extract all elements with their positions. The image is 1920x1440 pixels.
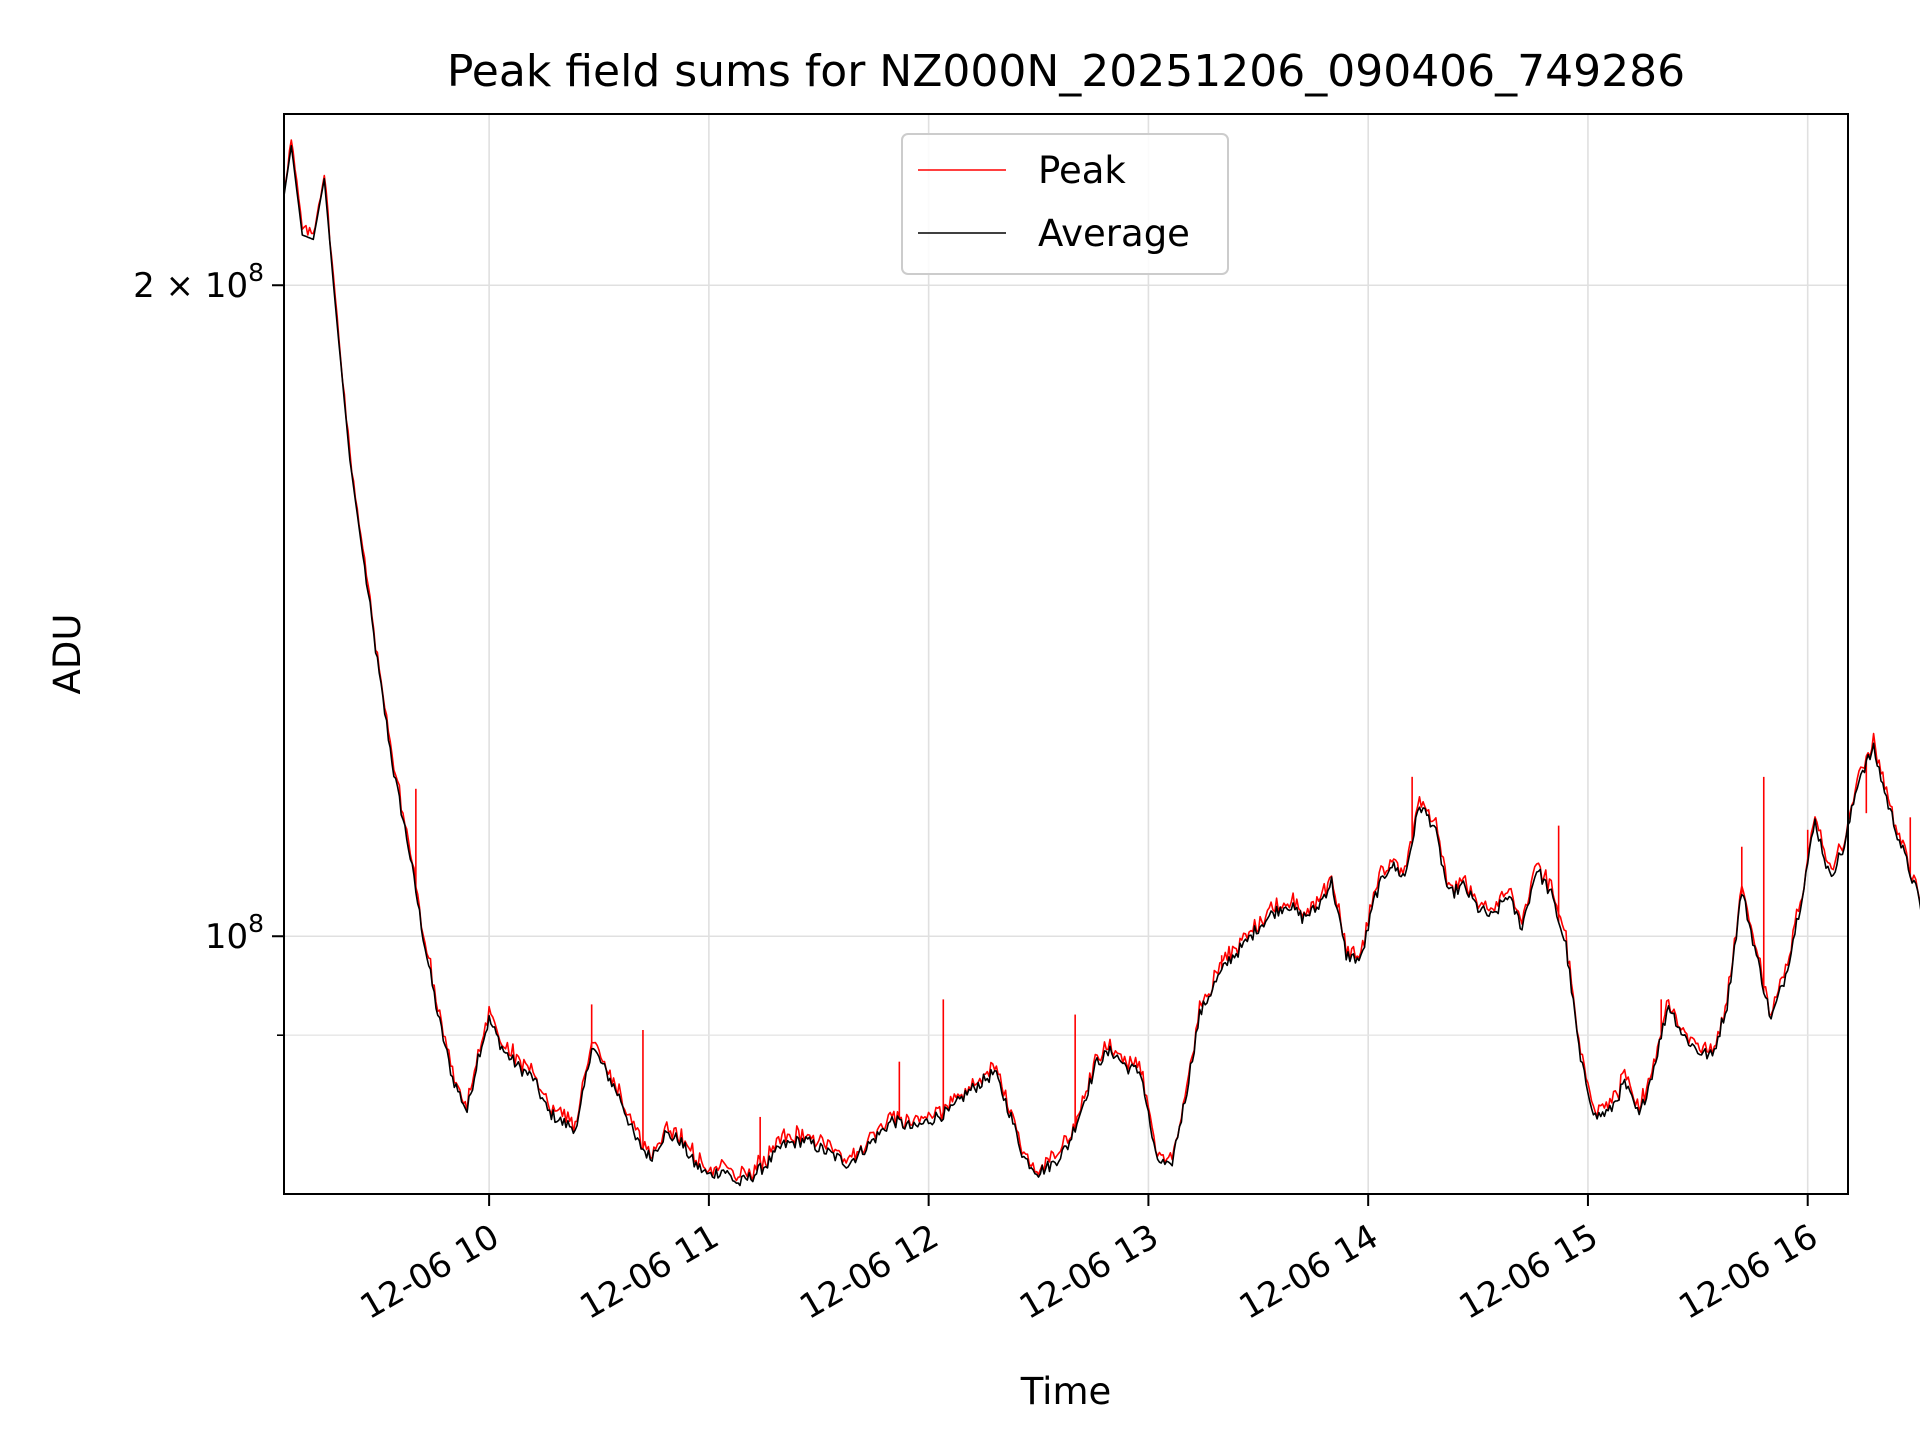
legend-label-average: Average <box>1038 212 1190 255</box>
plot-frame <box>283 113 1849 1195</box>
legend: Peak Average <box>901 133 1229 275</box>
y-tick-label: 108 <box>205 909 264 957</box>
y-ticks: 108 2 × 108 <box>133 258 284 1037</box>
y-tick-label: 2 × 108 <box>133 258 264 306</box>
chart-title: Peak field sums for NZ000N_20251206_0904… <box>447 46 1685 97</box>
x-axis-label: Time <box>1020 1370 1112 1413</box>
grid-lines <box>284 114 1848 1194</box>
legend-box <box>901 133 1229 275</box>
y-axis-label: ADU <box>46 614 89 695</box>
legend-label-peak: Peak <box>1038 149 1126 192</box>
series-layer <box>283 139 1920 1187</box>
series-line-average <box>283 145 1920 1187</box>
